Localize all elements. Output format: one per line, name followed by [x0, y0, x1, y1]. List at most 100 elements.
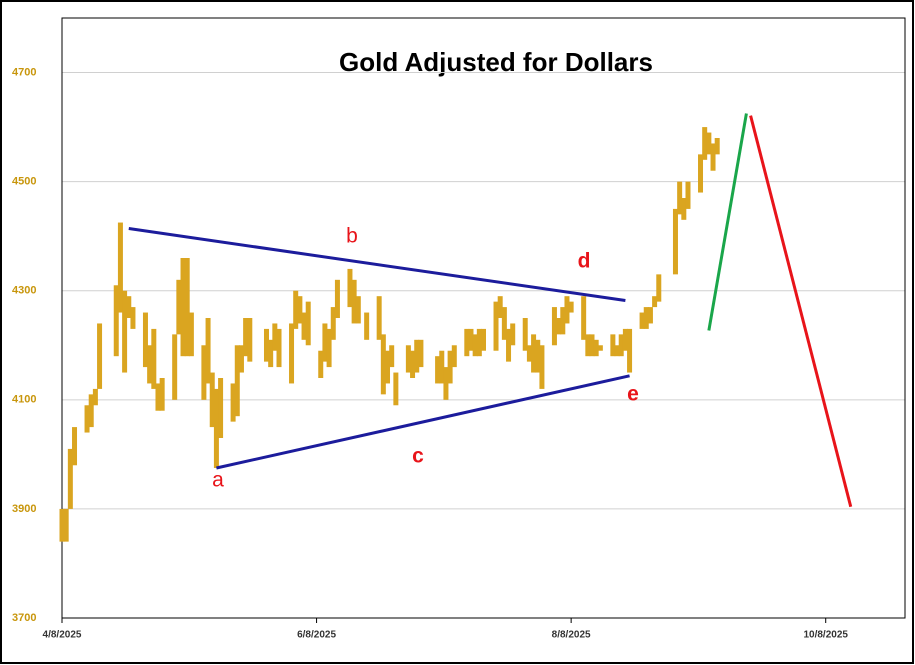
price-bar — [205, 318, 211, 384]
price-bar — [92, 388, 98, 406]
price-bar — [213, 388, 219, 468]
y-tick-label: 3700 — [12, 612, 36, 624]
price-bar — [301, 312, 307, 340]
price-bar — [464, 328, 470, 357]
y-tick-label: 4100 — [12, 394, 36, 406]
price-bar — [710, 143, 716, 171]
price-bar — [59, 508, 65, 542]
plot-area — [61, 17, 906, 619]
price-bar — [672, 208, 678, 275]
price-bar — [130, 307, 136, 329]
price-bar — [209, 372, 215, 428]
price-bar — [188, 312, 194, 357]
price-bar — [539, 345, 545, 389]
price-bar — [451, 345, 457, 368]
price-bar — [389, 345, 395, 368]
price-bar — [330, 307, 336, 340]
price-bar — [622, 328, 628, 351]
price-bar — [326, 328, 332, 368]
price-bar — [201, 345, 207, 400]
price-bar — [230, 383, 236, 422]
price-bar — [639, 312, 645, 329]
trend-line — [128, 227, 626, 303]
price-bar — [581, 296, 587, 340]
x-tick-label: 10/8/2025 — [803, 630, 848, 641]
price-bar — [272, 323, 278, 351]
price-bar — [685, 181, 691, 209]
price-bar — [522, 318, 528, 351]
wave-label: c — [412, 445, 424, 468]
price-bar — [656, 274, 662, 302]
price-bar — [117, 222, 123, 313]
y-tick-label: 4700 — [12, 66, 36, 78]
price-bar — [113, 285, 119, 357]
price-bar — [447, 350, 453, 384]
price-bar — [652, 296, 658, 308]
price-bar — [151, 328, 157, 389]
price-bar — [67, 448, 73, 509]
wave-label: b — [346, 225, 358, 248]
y-tick-label: 4300 — [12, 285, 36, 297]
chart-title: Gold Adjusted for Dollars — [339, 47, 653, 77]
price-bar — [585, 334, 591, 357]
trend-line — [707, 113, 748, 331]
price-bar — [501, 307, 507, 340]
price-bar — [322, 323, 328, 362]
price-bar — [355, 296, 361, 324]
price-bar — [364, 312, 370, 340]
price-bar — [63, 508, 69, 542]
x-tick-label: 4/8/2025 — [43, 630, 82, 641]
price-bar — [243, 318, 249, 357]
price-bar — [610, 334, 616, 357]
price-bar — [506, 328, 512, 362]
wave-label: a — [212, 469, 224, 492]
price-bar — [297, 296, 303, 324]
price-bar — [218, 378, 224, 438]
price-bar — [418, 339, 424, 368]
price-bar — [393, 372, 399, 406]
price-bar — [84, 405, 90, 433]
wave-label: d — [578, 250, 591, 273]
price-bar — [293, 290, 299, 329]
price-bar — [677, 181, 683, 215]
y-tick-label: 4500 — [12, 176, 36, 188]
price-bar — [681, 198, 687, 220]
price-bar — [476, 328, 482, 357]
price-bar — [647, 307, 653, 324]
price-bar — [376, 296, 382, 340]
price-bar — [88, 394, 94, 428]
price-bar — [468, 328, 474, 351]
price-bar — [510, 323, 516, 346]
price-bar — [247, 318, 253, 362]
price-bar — [318, 350, 324, 378]
price-bar — [593, 339, 599, 357]
price-bar — [589, 334, 595, 357]
price-bar — [614, 345, 620, 357]
price-bar — [142, 312, 148, 368]
price-bar — [472, 334, 478, 357]
price-bar — [497, 296, 503, 318]
price-bar — [526, 345, 532, 362]
price-bar — [481, 328, 486, 351]
price-bar — [97, 323, 103, 389]
price-bar — [410, 350, 416, 378]
price-bar — [564, 296, 570, 324]
price-bar — [535, 339, 541, 373]
y-tick-label: 3900 — [12, 503, 36, 515]
x-tick-label: 8/8/2025 — [552, 630, 591, 641]
price-bar — [347, 268, 353, 308]
price-bar — [380, 334, 386, 395]
price-bar — [155, 383, 161, 411]
price-bar — [493, 301, 499, 351]
price-bar — [268, 339, 274, 368]
price-bar — [263, 328, 269, 362]
price-bar — [551, 307, 557, 346]
price-bar — [698, 154, 704, 193]
price-bar — [706, 132, 712, 155]
price-bar — [702, 127, 708, 160]
price-bar — [560, 307, 566, 335]
price-bar — [159, 378, 165, 411]
price-bar — [618, 334, 624, 357]
price-bar — [334, 279, 340, 318]
